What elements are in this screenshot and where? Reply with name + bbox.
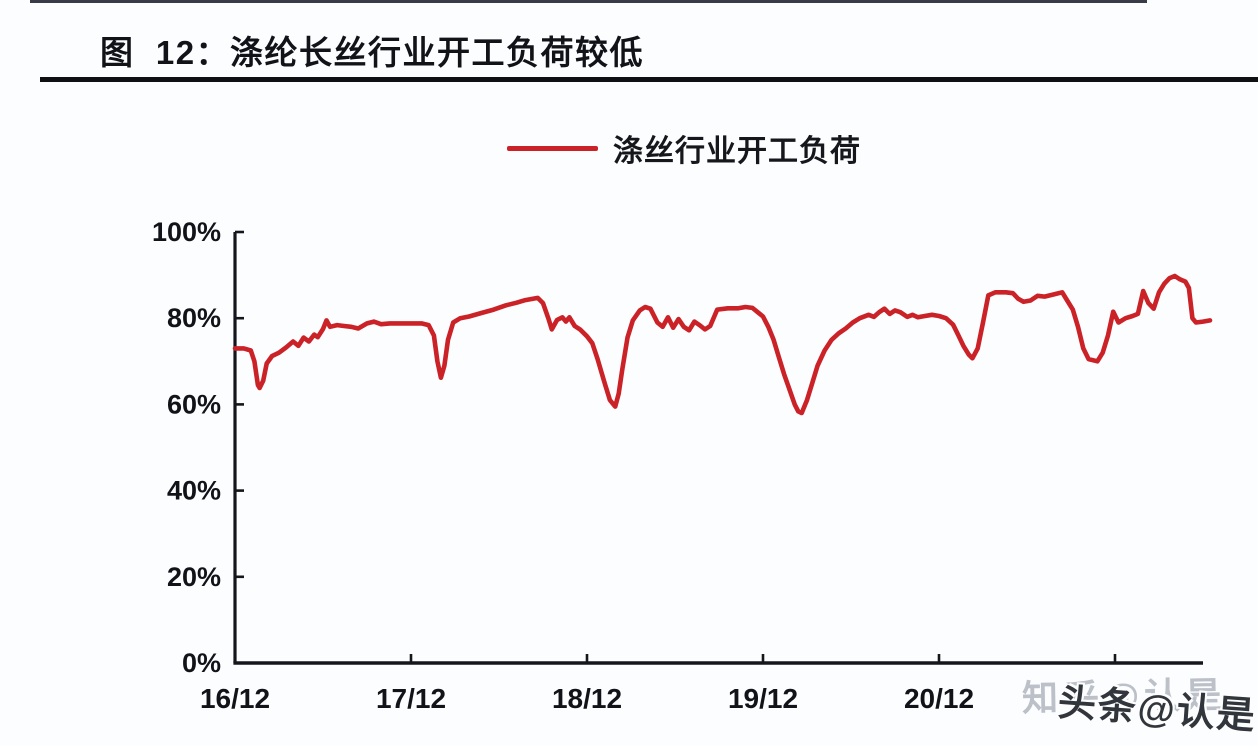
x-tick-label: 19/12 [728, 683, 798, 714]
chart-legend: 涤丝行业开工负荷 [507, 128, 861, 168]
x-tick-label: 20/12 [904, 683, 974, 714]
series-line [232, 273, 1213, 416]
x-tick-label: 16/12 [200, 683, 270, 714]
x-tick-label: 17/12 [376, 683, 446, 714]
top-border-line [30, 0, 1147, 3]
title-underline [40, 77, 1258, 82]
y-tick-label: 20% [167, 562, 221, 592]
legend-line-swatch [507, 145, 598, 151]
y-tick-label: 40% [167, 476, 221, 506]
x-tick-label: 18/12 [552, 683, 622, 714]
figure-title: 图 12：涤纶长丝行业开工负荷较低 [100, 34, 645, 71]
legend-label: 涤丝行业开工负荷 [613, 135, 861, 168]
y-tick-label: 60% [167, 389, 221, 419]
y-tick-label: 0% [182, 648, 221, 678]
y-tick-label: 80% [167, 303, 221, 333]
y-tick-label: 100% [152, 217, 221, 247]
